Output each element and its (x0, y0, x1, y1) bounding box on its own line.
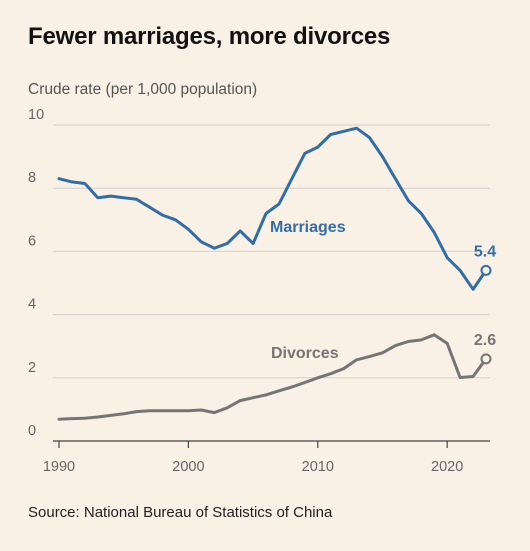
endpoint-marker-divorces (480, 353, 492, 365)
x-tick-label-1990: 1990 (43, 459, 75, 475)
series-lines (57, 126, 492, 421)
series-name-label-marriages: Marriages (270, 219, 346, 236)
y-tick-label-4: 4 (28, 297, 36, 313)
y-tick-label-6: 6 (28, 233, 36, 249)
axes: 0 2 4 6 8 10 1990 2000 2010 2020 (28, 107, 490, 475)
source-note: Source: National Bureau of Statistics of… (28, 504, 333, 521)
y-tick-label-2: 2 (28, 360, 36, 376)
series-labels: 5.4 Marriages 2.6 Divorces (270, 219, 496, 362)
y-tick-label-8: 8 (28, 170, 36, 186)
endpoint-marker-marriages (480, 264, 492, 276)
end-value-label-marriages: 5.4 (474, 243, 496, 260)
y-tick-label-0: 0 (28, 423, 36, 439)
x-tick-label-2000: 2000 (172, 459, 204, 475)
chart-title: Fewer marriages, more divorces (28, 23, 391, 50)
x-tick-label-2020: 2020 (431, 459, 463, 475)
y-tick-label-10: 10 (28, 107, 44, 123)
y-axis-unit-label: Crude rate (per 1,000 population) (28, 81, 258, 98)
series-name-label-divorces: Divorces (271, 345, 339, 362)
end-value-label-divorces: 2.6 (474, 332, 496, 349)
series-line-divorces (57, 333, 488, 421)
x-tick-label-2010: 2010 (302, 459, 334, 475)
series-line-marriages (57, 126, 488, 291)
gridlines (53, 124, 490, 379)
